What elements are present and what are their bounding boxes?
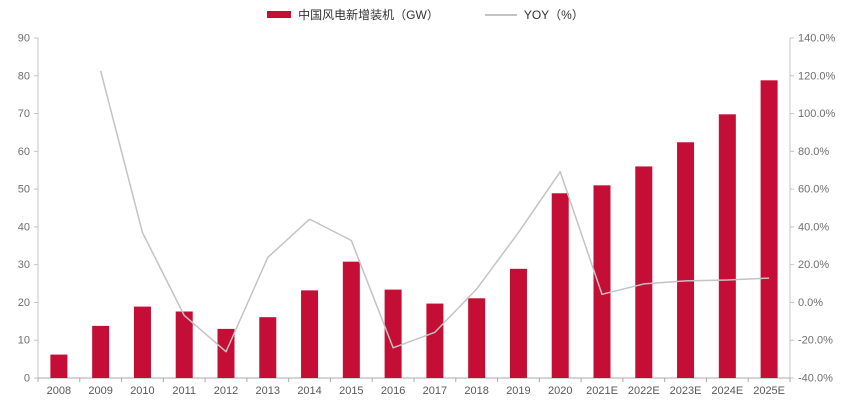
x-tick-label: 2022E xyxy=(628,385,660,397)
y-right-tick-label: 80.0% xyxy=(798,146,829,158)
y-left-tick-label: 50 xyxy=(18,184,30,196)
bar-2022E xyxy=(635,166,653,378)
x-tick-label: 2020 xyxy=(548,385,572,397)
x-tick-label: 2023E xyxy=(670,385,702,397)
y-left-tick-label: 10 xyxy=(18,335,30,347)
bar-2012 xyxy=(217,328,235,378)
x-tick-label: 2024E xyxy=(711,385,743,397)
x-tick-label: 2008 xyxy=(47,385,71,397)
bar-2014 xyxy=(301,290,319,378)
bar-series xyxy=(50,80,778,379)
y-right-tick-label: -40.0% xyxy=(798,373,833,385)
y-left-tick-label: 80 xyxy=(18,70,30,82)
x-tick-label: 2014 xyxy=(297,385,321,397)
x-tick-label: 2017 xyxy=(423,385,447,397)
x-tick-label: 2012 xyxy=(214,385,238,397)
bar-2013 xyxy=(259,317,277,378)
x-tick-label: 2019 xyxy=(506,385,530,397)
bar-2011 xyxy=(175,311,193,378)
y-right-tick-label: 120.0% xyxy=(798,70,836,82)
y-right-tick-label: 0.0% xyxy=(798,297,823,309)
y-left-tick-label: 20 xyxy=(18,297,30,309)
bar-2018 xyxy=(468,298,486,378)
x-tick-label: 2021E xyxy=(586,385,618,397)
x-tick-label: 2011 xyxy=(172,385,196,397)
bar-2019 xyxy=(509,268,527,378)
bar-2025E xyxy=(760,80,778,379)
bar-2023E xyxy=(677,142,695,378)
bar-2008 xyxy=(50,354,68,378)
x-tick-label: 2013 xyxy=(256,385,280,397)
x-tick-label: 2010 xyxy=(130,385,154,397)
bar-series-swatch xyxy=(267,11,292,18)
bar-2024E xyxy=(718,114,736,379)
x-tick-label: 2025E xyxy=(753,385,785,397)
y-right-tick-label: 40.0% xyxy=(798,221,829,233)
y-right-tick-label: 20.0% xyxy=(798,259,829,271)
y-right-tick-label: 140.0% xyxy=(798,33,836,45)
bar-series-label: 中国风电新增装机（GW） xyxy=(298,8,439,22)
bar-2010 xyxy=(133,306,151,378)
y-right-tick-label: 60.0% xyxy=(798,184,829,196)
bar-2009 xyxy=(92,325,110,378)
x-tick-label: 2018 xyxy=(464,385,488,397)
bar-2020 xyxy=(551,193,569,378)
x-tick-label: 2016 xyxy=(381,385,405,397)
x-tick-label: 2015 xyxy=(339,385,363,397)
line-series-swatch xyxy=(484,13,517,16)
y-left-tick-label: 70 xyxy=(18,108,30,120)
axis-right: -40.0% -20.0% 0.0% 20.0% 40.0% 60.0% 80.0% 100.… xyxy=(789,33,836,385)
y-left-tick-label: 90 xyxy=(18,33,30,45)
bar-2015 xyxy=(342,261,360,378)
bar-2021E xyxy=(593,185,611,378)
line-series-label: YOY（%） xyxy=(523,8,584,22)
axis-x: 2008 2009 2010 2011 2012 2013 2014 2015 2016 2017… xyxy=(37,377,791,397)
y-right-tick-label: 100.0% xyxy=(798,108,836,120)
y-left-tick-label: 0 xyxy=(24,373,30,385)
y-left-tick-label: 60 xyxy=(18,146,30,158)
yoy-line xyxy=(99,70,770,353)
y-left-tick-label: 40 xyxy=(18,221,30,233)
x-tick-label: 2009 xyxy=(88,385,112,397)
chart-legend: 中国风电新增装机（GW） YOY（%） xyxy=(0,6,851,23)
axis-left: 0 10 20 30 40 50 60 70 80 90 xyxy=(18,33,39,385)
y-right-tick-label: -20.0% xyxy=(798,335,833,347)
y-left-tick-label: 30 xyxy=(18,259,30,271)
bar-2016 xyxy=(384,289,402,378)
bar-2017 xyxy=(426,303,444,378)
legend-item-installations: 中国风电新增装机（GW） xyxy=(267,6,439,23)
legend-item-yoy: YOY（%） xyxy=(484,6,584,23)
